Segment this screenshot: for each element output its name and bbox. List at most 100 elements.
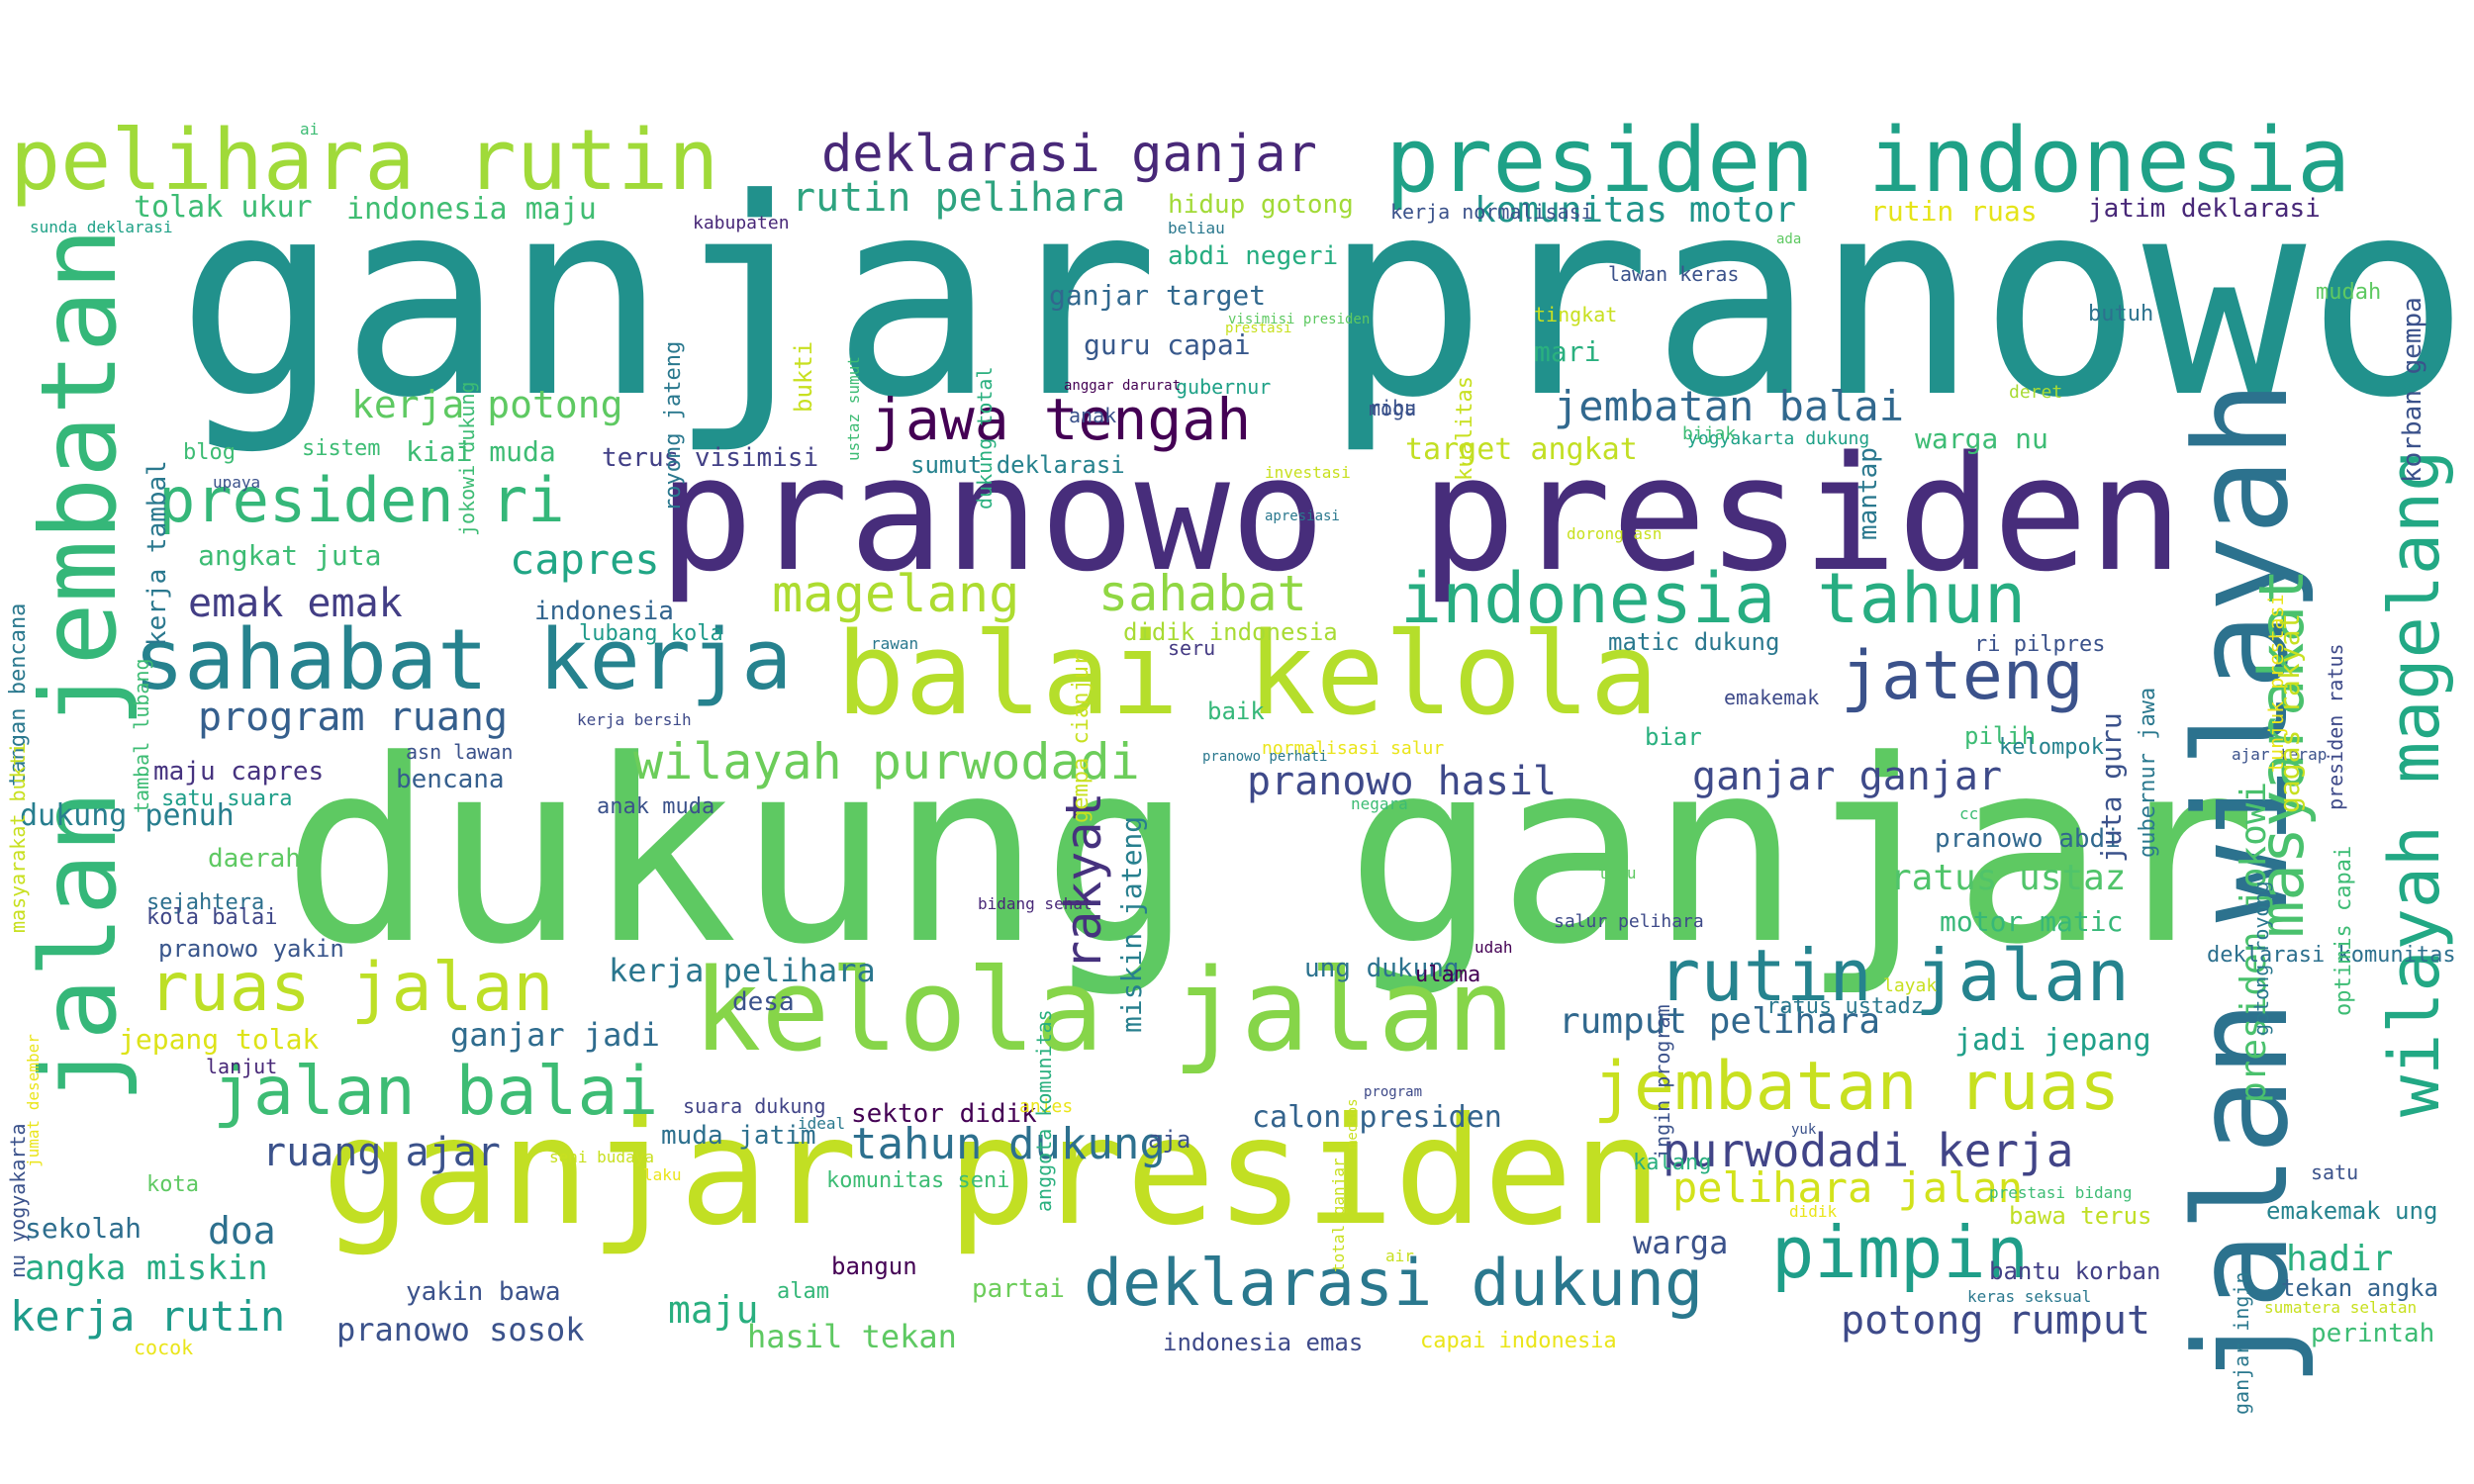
word: maju capres xyxy=(153,757,325,787)
word: matic dukung xyxy=(1608,628,1780,656)
word: potong rumput xyxy=(1841,1298,2151,1344)
word: kerja pelihara xyxy=(609,952,876,989)
word: kola balai xyxy=(146,905,278,930)
word: kualitas xyxy=(1453,376,1477,481)
word: ganjar presiden xyxy=(322,1086,1663,1258)
word: lawan keras xyxy=(1608,262,1740,286)
word: wilayah purwodadi xyxy=(633,733,1140,790)
word: jalan balai xyxy=(213,1053,659,1131)
word: partai xyxy=(972,1274,1065,1304)
word: pranowo sosok xyxy=(336,1311,585,1348)
word: indonesia tahun xyxy=(1400,558,2027,639)
word: hidup gotong xyxy=(1168,190,1354,220)
word: jembatan balai xyxy=(1554,382,1905,430)
word: jepang tolak xyxy=(119,1023,320,1056)
word: emakemak xyxy=(1724,686,1820,709)
word: yakin bawa xyxy=(406,1277,561,1307)
word: pranowo yakin xyxy=(158,935,344,963)
word: prestasi xyxy=(1225,321,1292,336)
word: anak xyxy=(1069,404,1117,427)
word: ustaz sumut xyxy=(844,356,863,461)
word: warga nu xyxy=(1915,422,2048,455)
word: guru capai xyxy=(1084,328,1251,361)
word: kalang xyxy=(1633,1151,1712,1175)
word: jadi jepang xyxy=(1954,1023,2151,1058)
word: hadir xyxy=(2286,1239,2394,1279)
word: alam xyxy=(777,1279,829,1304)
word: dukung total xyxy=(973,366,997,510)
word: dukung ganjar xyxy=(282,706,2257,1000)
word: apresiasi xyxy=(1265,509,1340,524)
word: deklarasi ganjar xyxy=(821,125,1317,184)
word: yuk xyxy=(1791,1122,1817,1138)
word: medsos xyxy=(1345,1098,1361,1149)
word: jalan jembatan xyxy=(19,227,140,1103)
word: deklarasi komunitas xyxy=(2207,943,2456,968)
word: muda jatim xyxy=(661,1121,816,1151)
word: satu xyxy=(2311,1160,2359,1184)
word: presiden indonesia xyxy=(1385,109,2351,213)
word: sunda deklarasi xyxy=(30,218,173,236)
word: bencana xyxy=(396,765,505,794)
word: warga xyxy=(1633,1224,1729,1261)
word: blog xyxy=(183,440,236,465)
word: korban gempa xyxy=(2398,297,2427,483)
word: indonesia emas xyxy=(1163,1329,1364,1356)
word: baik xyxy=(1207,697,1265,725)
word: beliau xyxy=(1168,219,1225,237)
word: upaya xyxy=(213,473,261,492)
word: tingkat xyxy=(1534,303,1618,326)
word: bukti xyxy=(790,340,817,413)
word: ada xyxy=(1776,232,1802,247)
word: wilayah magelang xyxy=(2374,449,2455,1117)
word: program xyxy=(1364,1084,1423,1100)
word: masyarakat bukti xyxy=(6,742,30,933)
word: ganjar jadi xyxy=(450,1016,660,1054)
word: rutin jalan xyxy=(1658,934,2130,1017)
word: gubernur xyxy=(1176,375,1272,399)
word: ratus ustadz xyxy=(1766,994,1924,1019)
word: rutin pelihara xyxy=(792,175,1126,221)
word: perintah xyxy=(2311,1319,2435,1348)
word: salur pelihara xyxy=(1554,911,1704,932)
word: calon presiden xyxy=(1252,1100,1502,1135)
word: komunitas motor xyxy=(1475,190,1797,231)
word: ulama xyxy=(1415,963,1481,987)
word: visimisi presiden xyxy=(1228,312,1371,327)
word: presiden ri xyxy=(158,464,565,536)
word: ajar terap xyxy=(2232,745,2328,764)
word: suara dukung xyxy=(683,1094,826,1118)
word: motor matic xyxy=(1940,905,2124,938)
word: ganjar pranowo xyxy=(176,140,2470,457)
word: rutin ruas xyxy=(1870,195,2038,228)
word: investasi xyxy=(1265,463,1351,482)
word: angkat juta xyxy=(198,539,382,572)
word: jatim deklarasi xyxy=(2088,194,2321,224)
word: cocok xyxy=(134,1336,194,1359)
word: udah xyxy=(1475,938,1513,957)
word: presiden ratus xyxy=(2324,643,2347,810)
word: pranowo perhati xyxy=(1202,749,1328,765)
word: pelihara rutin xyxy=(10,112,719,210)
word: juta guru xyxy=(2095,712,2128,863)
word: asn lawan xyxy=(406,740,514,764)
word: biar xyxy=(1645,723,1702,751)
word: gotong royong xyxy=(2249,881,2273,1036)
word: kelola jalan xyxy=(693,945,1515,1077)
word: tekan angka xyxy=(2281,1274,2438,1302)
word: satu suara xyxy=(161,787,293,811)
word: miskin jateng xyxy=(1115,815,1148,1033)
word: sumatera selatan xyxy=(2264,1298,2418,1317)
word: emak emak xyxy=(188,581,403,626)
word: kiai muda xyxy=(406,435,556,468)
word: ruang ajar xyxy=(262,1130,501,1175)
word: bijak xyxy=(1682,423,1737,444)
word: ruas jalan xyxy=(148,949,554,1027)
word: pelihara jalan xyxy=(1672,1163,2024,1212)
word: lanjut xyxy=(206,1055,278,1078)
word: total ganjar xyxy=(1329,1158,1348,1272)
word: indonesia xyxy=(534,597,674,626)
word: terus visimisi xyxy=(602,443,819,473)
word: kelompok xyxy=(1999,735,2104,760)
